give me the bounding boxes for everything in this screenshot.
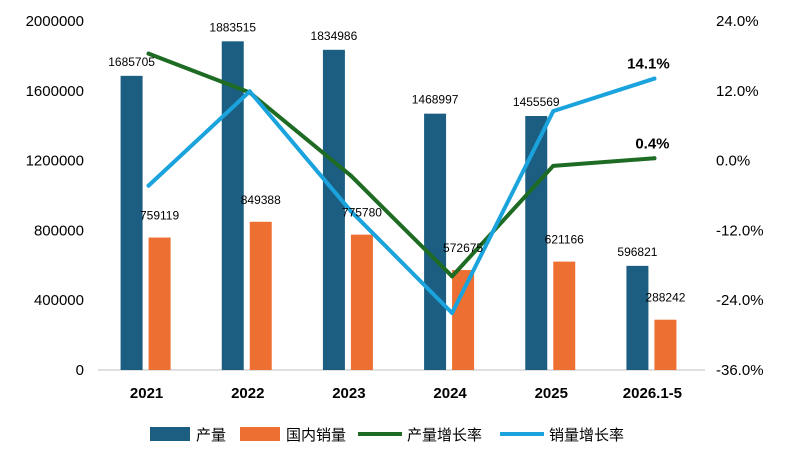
data-label-production-growth: 0.4% <box>635 135 669 152</box>
bar-production <box>424 113 447 370</box>
bar-domestic-sales <box>249 221 272 370</box>
legend-swatch-domestic-sales <box>240 427 280 441</box>
point-production-growth <box>450 274 455 279</box>
bar-production <box>120 75 143 370</box>
legend: 产量 国内销量 产量增长率 销量增长率 <box>150 426 624 444</box>
category-label: 2023 <box>332 385 365 402</box>
legend-label-sales-growth: 销量增长率 <box>549 426 624 444</box>
point-production-growth <box>551 163 556 168</box>
data-label-domestic-sales: 288242 <box>645 291 685 305</box>
data-label-production: 1834986 <box>311 29 358 43</box>
point-sales-growth <box>146 183 151 188</box>
data-label-production: 1685705 <box>108 55 155 69</box>
data-label-domestic-sales: 572675 <box>443 241 483 255</box>
point-production-growth <box>146 51 151 56</box>
data-label-domestic-sales: 621166 <box>545 233 584 247</box>
left-tick-label: 0 <box>76 362 84 379</box>
data-label-production: 1883515 <box>209 20 256 34</box>
bar-production <box>626 265 649 370</box>
data-label-domestic-sales: 759119 <box>140 209 179 223</box>
right-tick-label: -36.0% <box>716 362 764 379</box>
point-sales-growth <box>551 109 556 114</box>
bar-domestic-sales <box>452 270 475 370</box>
right-tick-label: -12.0% <box>716 222 764 239</box>
category-label: 2022 <box>231 385 264 402</box>
category-label: 2024 <box>433 385 467 402</box>
left-axis: 0 400000 800000 1200000 1600000 2000000 <box>26 13 84 379</box>
point-sales-growth <box>247 89 252 94</box>
point-production-growth <box>348 173 353 178</box>
right-tick-label: 12.0% <box>716 83 759 100</box>
line-sales-growth <box>146 76 657 315</box>
bars <box>120 41 677 371</box>
data-label-production: 596821 <box>617 245 657 259</box>
data-label-domestic-sales: 849388 <box>241 193 281 207</box>
legend-label-domestic-sales: 国内销量 <box>286 426 346 444</box>
point-production-growth <box>652 156 657 161</box>
line-production-growth <box>146 51 657 279</box>
right-tick-label: 0.0% <box>716 153 750 170</box>
right-axis: -36.0% -24.0% -12.0% 0.0% 12.0% 24.0% <box>716 13 764 379</box>
category-label: 2026.1-5 <box>623 385 682 402</box>
legend-label-production: 产量 <box>196 426 226 444</box>
bar-domestic-sales <box>148 237 171 370</box>
left-tick-label: 800000 <box>34 222 84 239</box>
bar-production <box>322 49 345 370</box>
right-tick-label: 24.0% <box>716 13 759 30</box>
data-label-production: 1468997 <box>412 93 459 107</box>
left-tick-label: 1600000 <box>26 83 84 100</box>
legend-label-production-growth: 产量增长率 <box>407 426 482 444</box>
category-label: 2021 <box>130 385 163 402</box>
left-tick-label: 400000 <box>34 292 84 309</box>
lines <box>146 51 657 315</box>
bar-labels: 1685705 759119 1883515 849388 1834986 775780 1… <box>108 20 686 304</box>
bar-domestic-sales <box>350 234 373 370</box>
category-labels: 2021 2022 2023 2024 2025 2026.1-5 <box>130 385 682 402</box>
point-sales-growth <box>652 76 657 81</box>
right-tick-label: -24.0% <box>716 292 764 309</box>
point-sales-growth <box>450 310 455 315</box>
data-label-production: 1455569 <box>513 95 560 109</box>
bar-production <box>221 41 244 371</box>
data-label-domestic-sales: 775780 <box>342 206 382 220</box>
category-label: 2025 <box>535 385 568 402</box>
bar-domestic-sales <box>553 261 576 370</box>
point-sales-growth <box>348 209 353 214</box>
legend-swatch-production <box>150 427 190 441</box>
data-label-sales-growth: 14.1% <box>627 56 670 73</box>
left-tick-label: 1200000 <box>26 153 84 170</box>
bar-domestic-sales <box>654 319 677 370</box>
left-tick-label: 2000000 <box>26 13 84 30</box>
